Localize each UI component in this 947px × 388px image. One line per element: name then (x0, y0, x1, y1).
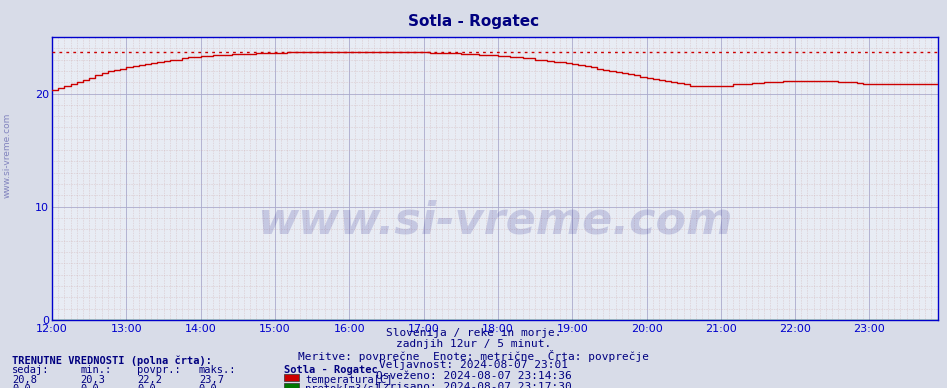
Text: maks.:: maks.: (199, 365, 237, 376)
Text: 22,2: 22,2 (137, 375, 162, 385)
Text: Slovenija / reke in morje.: Slovenija / reke in morje. (385, 328, 562, 338)
Text: 23,7: 23,7 (199, 375, 223, 385)
Text: 0,0: 0,0 (137, 384, 156, 388)
Text: 0,0: 0,0 (199, 384, 218, 388)
Text: 20,3: 20,3 (80, 375, 105, 385)
Text: temperatura[C]: temperatura[C] (305, 375, 392, 385)
Text: Sotla - Rogatec: Sotla - Rogatec (284, 365, 378, 376)
Text: pretok[m3/s]: pretok[m3/s] (305, 384, 380, 388)
Text: 0,0: 0,0 (12, 384, 31, 388)
Text: zadnjih 12ur / 5 minut.: zadnjih 12ur / 5 minut. (396, 339, 551, 349)
Text: Meritve: povprečne  Enote: metrične  Črta: povprečje: Meritve: povprečne Enote: metrične Črta:… (298, 350, 649, 362)
Text: TRENUTNE VREDNOSTI (polna črta):: TRENUTNE VREDNOSTI (polna črta): (12, 355, 212, 365)
Text: Sotla - Rogatec: Sotla - Rogatec (408, 14, 539, 29)
Text: Izrisano: 2024-08-07 23:17:30: Izrisano: 2024-08-07 23:17:30 (376, 382, 571, 388)
Text: min.:: min.: (80, 365, 112, 376)
Text: Osveženo: 2024-08-07 23:14:36: Osveženo: 2024-08-07 23:14:36 (376, 371, 571, 381)
Text: www.si-vreme.com: www.si-vreme.com (3, 113, 12, 198)
Text: 0,0: 0,0 (80, 384, 99, 388)
Text: 20,8: 20,8 (12, 375, 37, 385)
Text: sedaj:: sedaj: (12, 365, 50, 376)
Text: povpr.:: povpr.: (137, 365, 181, 376)
Text: www.si-vreme.com: www.si-vreme.com (257, 199, 733, 242)
Text: Veljavnost: 2024-08-07 23:01: Veljavnost: 2024-08-07 23:01 (379, 360, 568, 371)
